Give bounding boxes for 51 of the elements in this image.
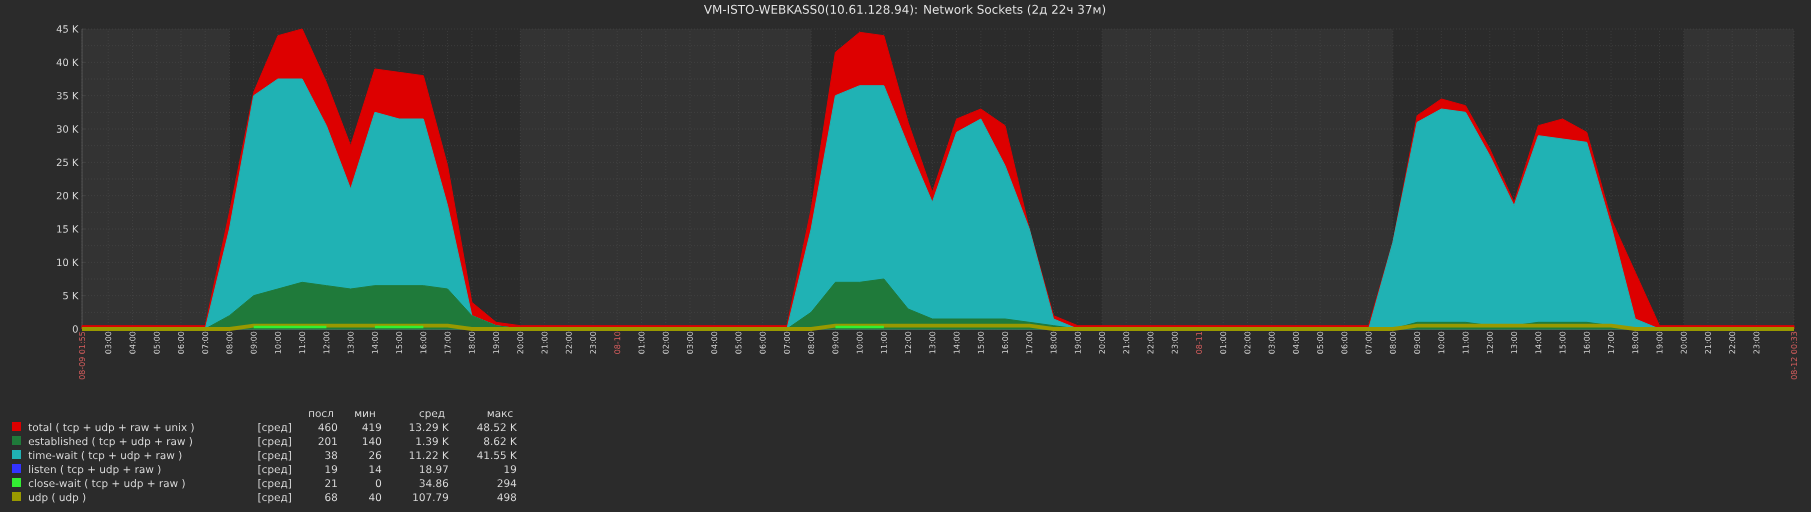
text: 41.55 K [477,451,518,460]
text: 34.86 [419,479,449,488]
legend-label: time-wait ( tcp + udp + raw ) [28,451,182,462]
text: 419 [362,423,382,432]
text: 498 [497,493,517,502]
text: 19 [325,465,338,474]
text: [сред] [258,479,291,490]
text: 14 [369,465,382,474]
legend-label: listen ( tcp + udp + raw ) [29,465,161,476]
y-tick-label: 35 K [56,91,79,100]
text: 13.29 K [409,423,450,432]
legend-label: established ( tcp + udp + raw ) [28,437,192,448]
y-tick-label: 10 K [57,258,79,267]
text: 11.22 K [409,451,450,460]
y-tick-label: 5 K [63,291,79,300]
text: сред [419,411,445,420]
text: 8.62 K [484,437,518,446]
text: 38 [325,451,338,460]
legend-label: total ( tcp + udp + raw + unix ) [28,423,194,434]
text: 26 [369,451,382,460]
text: макс [487,411,513,418]
text: 460 [318,423,338,432]
y-tick-label: 15 K [57,225,79,233]
text: [сред] [258,493,291,504]
legend-label: udp ( udp ) [29,493,86,504]
chart-title: VM-ISTO-WEBKASS0(10.61.128.94): Network Sockets (2д 22ч 37м) [703,4,1106,16]
text: 1.39 K [416,437,450,446]
text: [сред] [258,465,291,476]
text: [сред] [258,423,291,434]
text: 0 [375,479,382,488]
legend-label: close-wait ( tcp + udp + raw ) [28,479,185,490]
text: [сред] [258,451,291,462]
text: 18.97 [420,465,448,474]
y-tick-label: 40 K [56,58,79,67]
text: 68 [325,493,338,502]
text: 21 [325,479,337,488]
y-tick-label: 30 K [56,125,79,133]
y-tick-label: 45 K [56,25,79,33]
text: [сред] [258,437,291,448]
text: 140 [362,437,382,446]
text: 19 [504,465,517,474]
text: 48.52 K [477,423,518,432]
text: мин [355,411,375,418]
y-tick-label: 0 [72,325,78,333]
y-tick-label: 20 K [56,191,79,200]
text: 40 [369,493,382,502]
text: 201 [318,437,337,446]
y-tick-label: 25 K [56,158,79,167]
text: 107.79 [413,493,449,502]
text: 294 [497,479,517,488]
text: посл [309,411,333,418]
